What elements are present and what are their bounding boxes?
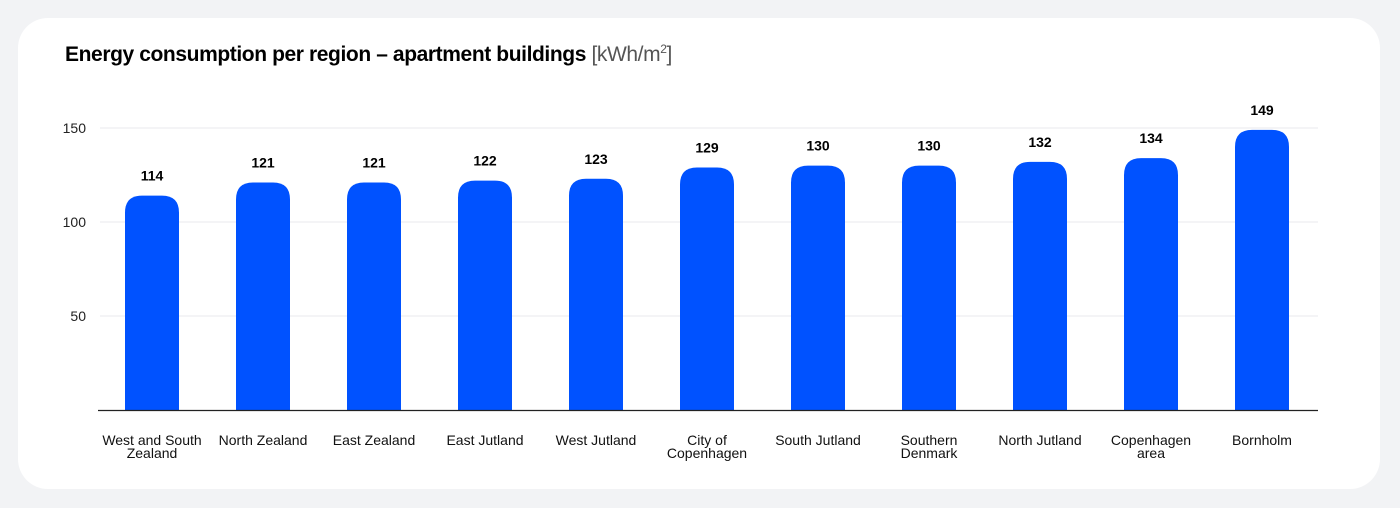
category-label-10: Copenhagen area	[1111, 432, 1191, 461]
value-label-8: 130	[917, 138, 941, 154]
category-label-11: Bornholm	[1232, 432, 1292, 448]
chart-unit-text: [kWh/m	[591, 43, 661, 66]
category-label-5: West Jutland	[556, 432, 637, 448]
bar-10	[1124, 158, 1178, 410]
value-label-2: 121	[251, 155, 275, 171]
category-label-7: South Jutland	[775, 432, 861, 448]
category-label-6: City of Copenhagen	[667, 432, 747, 461]
y-tick-label-50: 50	[70, 308, 86, 324]
value-label-3: 121	[362, 155, 386, 171]
value-label-6: 129	[695, 139, 719, 155]
y-tick-label-100: 100	[63, 214, 87, 230]
category-label-1: West and South Zealand	[102, 432, 201, 461]
bar-1	[125, 195, 179, 410]
chart-unit-superscript: 2	[660, 42, 667, 56]
bar-4	[458, 180, 512, 410]
value-label-4: 122	[473, 153, 497, 169]
category-label-9: North Jutland	[998, 432, 1081, 448]
category-label-3: East Zealand	[333, 432, 416, 448]
bar-11	[1235, 129, 1289, 410]
bar-9	[1013, 161, 1067, 410]
chart-unit: [kWh/m2]	[591, 42, 672, 66]
chart-unit-close: ]	[666, 43, 672, 66]
bar-7	[791, 165, 845, 410]
bar-2	[236, 182, 290, 410]
value-label-11: 149	[1250, 102, 1274, 118]
bar-6	[680, 167, 734, 410]
bar-8	[902, 165, 956, 410]
value-label-9: 132	[1028, 134, 1052, 150]
category-label-8: Southern Denmark	[901, 432, 959, 461]
y-tick-label-150: 150	[63, 120, 87, 136]
value-label-1: 114	[141, 168, 164, 184]
chart-title: Energy consumption per region – apartmen…	[65, 42, 672, 67]
chart-title-text: Energy consumption per region – apartmen…	[65, 43, 586, 66]
category-label-4: East Jutland	[446, 432, 523, 448]
bar-3	[347, 182, 401, 410]
value-label-5: 123	[584, 151, 608, 167]
value-label-7: 130	[806, 138, 830, 154]
value-label-10: 134	[1139, 130, 1163, 146]
bar-5	[569, 178, 623, 410]
category-label-2: North Zealand	[219, 432, 308, 448]
